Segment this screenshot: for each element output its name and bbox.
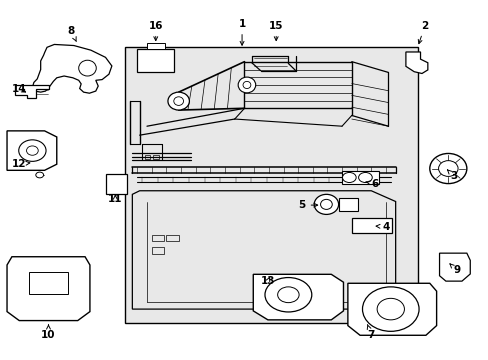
Polygon shape	[15, 85, 49, 98]
Ellipse shape	[19, 140, 46, 161]
Text: 2: 2	[417, 21, 427, 44]
Ellipse shape	[376, 298, 404, 320]
Bar	[144, 155, 150, 159]
Text: 14: 14	[12, 84, 26, 94]
Ellipse shape	[342, 172, 355, 183]
Polygon shape	[253, 274, 343, 320]
Polygon shape	[132, 191, 395, 309]
Ellipse shape	[79, 60, 96, 76]
Ellipse shape	[438, 161, 457, 176]
Text: 9: 9	[449, 264, 459, 275]
Text: 16: 16	[148, 21, 163, 41]
Ellipse shape	[243, 81, 250, 89]
Bar	[341, 171, 378, 184]
Polygon shape	[7, 131, 57, 170]
Ellipse shape	[167, 92, 189, 110]
Bar	[166, 234, 178, 241]
Polygon shape	[32, 44, 112, 93]
Text: 13: 13	[260, 276, 275, 286]
Text: 3: 3	[447, 170, 457, 181]
Ellipse shape	[264, 278, 311, 312]
Polygon shape	[347, 283, 436, 335]
Text: 10: 10	[41, 324, 56, 340]
Bar	[153, 155, 159, 159]
Text: 15: 15	[268, 21, 283, 41]
Bar	[147, 42, 164, 49]
Ellipse shape	[36, 172, 43, 178]
Polygon shape	[405, 52, 427, 73]
Bar	[152, 247, 163, 253]
Ellipse shape	[238, 77, 255, 93]
Bar	[29, 272, 68, 294]
Bar	[338, 198, 357, 211]
Text: 8: 8	[68, 26, 76, 41]
Ellipse shape	[314, 194, 338, 215]
Bar	[137, 49, 174, 72]
Text: 11: 11	[108, 194, 122, 204]
Text: 1: 1	[238, 19, 245, 45]
Bar	[152, 234, 163, 241]
Bar	[125, 47, 417, 323]
Text: 12: 12	[12, 159, 30, 169]
Ellipse shape	[277, 287, 299, 303]
Ellipse shape	[429, 153, 466, 184]
Polygon shape	[439, 253, 469, 281]
Polygon shape	[7, 257, 90, 320]
Bar	[106, 174, 127, 194]
Text: 7: 7	[366, 324, 374, 340]
Text: 4: 4	[375, 222, 389, 231]
Bar	[351, 218, 391, 233]
Text: 5: 5	[298, 200, 317, 210]
Ellipse shape	[362, 287, 418, 331]
Text: 6: 6	[365, 179, 378, 189]
Ellipse shape	[358, 172, 371, 183]
